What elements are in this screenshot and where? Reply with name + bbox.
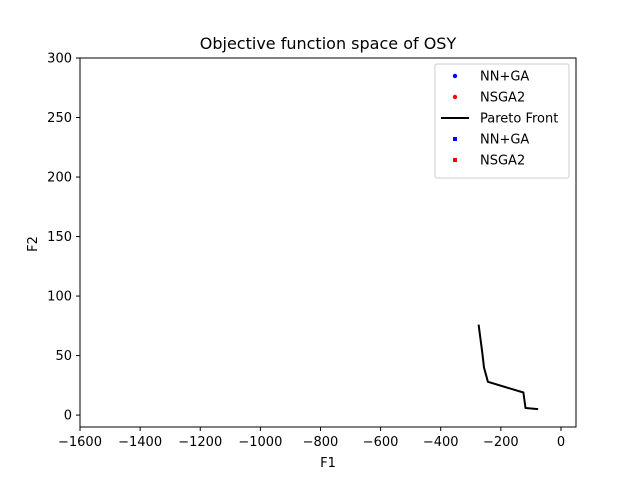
chart-title: Objective function space of OSY bbox=[200, 34, 457, 53]
plot-frame bbox=[79, 57, 577, 428]
y-tick-label: 300 bbox=[47, 52, 72, 67]
x-tick-label: −400 bbox=[423, 435, 459, 450]
y-axis: 0 50 100 150 200 250 300 bbox=[47, 52, 80, 424]
x-axis-label: F1 bbox=[320, 456, 336, 471]
y-tick-label: 250 bbox=[47, 111, 72, 126]
x-tick-label: −1600 bbox=[58, 435, 102, 450]
legend-label: NN+GA bbox=[480, 133, 529, 148]
x-tick-label: −1000 bbox=[238, 435, 282, 450]
x-tick-label: −800 bbox=[303, 435, 339, 450]
x-tick-label: −200 bbox=[483, 435, 519, 450]
legend: NN+GA NSGA2 Pareto Front NN+GA NSGA2 bbox=[434, 63, 570, 179]
legend-label: NSGA2 bbox=[480, 91, 525, 106]
x-tick-label: −1200 bbox=[178, 435, 222, 450]
legend-box bbox=[434, 63, 570, 179]
x-tick-label: 0 bbox=[557, 435, 565, 450]
legend-square-marker bbox=[453, 137, 457, 141]
y-tick-label: 200 bbox=[47, 171, 72, 186]
legend-square-marker bbox=[453, 158, 457, 162]
y-axis-label: F2 bbox=[26, 236, 41, 252]
y-tick-label: 50 bbox=[55, 349, 72, 364]
x-tick-label: −1400 bbox=[118, 435, 162, 450]
plot-area bbox=[79, 57, 577, 428]
legend-circle-marker bbox=[452, 73, 458, 79]
y-tick-label: 100 bbox=[47, 290, 72, 305]
x-axis: −1600 −1400 −1200 −1000 −800 −600 −400 −200 0 bbox=[58, 427, 565, 450]
legend-label: Pareto Front bbox=[480, 112, 558, 127]
legend-label: NSGA2 bbox=[480, 154, 525, 169]
x-tick-label: −600 bbox=[363, 435, 399, 450]
legend-circle-marker bbox=[452, 94, 458, 100]
y-tick-label: 150 bbox=[47, 230, 72, 245]
legend-label: NN+GA bbox=[480, 70, 529, 85]
y-tick-label: 0 bbox=[64, 409, 72, 424]
pareto-front-line bbox=[477, 324, 539, 411]
